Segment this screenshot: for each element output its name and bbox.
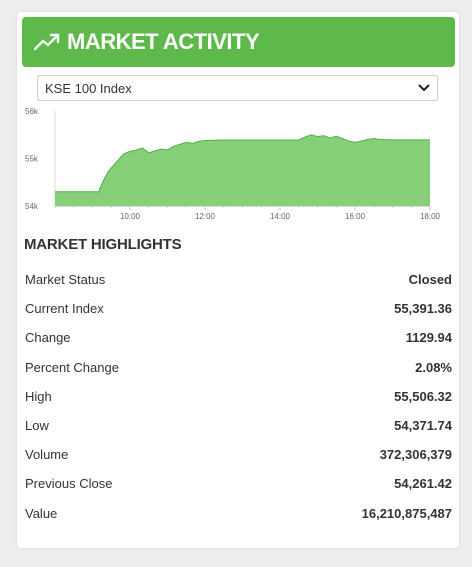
y-tick-label: 55k (25, 155, 39, 164)
y-tick-label: 56k (25, 107, 39, 116)
highlight-label: Percent Change (25, 359, 119, 375)
highlight-value: 55,391.36 (394, 301, 452, 317)
highlight-label: Previous Close (25, 476, 113, 492)
highlight-row: Value 16,210,875,487 (25, 499, 452, 528)
trending-up-icon (33, 33, 60, 51)
x-tick-label: 14:00 (270, 212, 291, 221)
highlight-value: 16,210,875,487 (361, 505, 452, 521)
index-area-chart: 56k 55k 54k 10:00 12:00 14:00 16:00 18:00 (25, 107, 441, 221)
highlights-title: MARKET HIGHLIGHTS (24, 236, 182, 253)
highlight-row: Volume 372,306,379 (25, 440, 452, 469)
highlight-value: 54,261.42 (394, 476, 452, 492)
highlight-value: 55,506.32 (394, 388, 452, 404)
index-select-value: KSE 100 Index (45, 80, 132, 96)
highlight-row: Percent Change 2.08% (25, 353, 452, 382)
highlight-label: Volume (25, 447, 69, 463)
highlight-label: High (25, 388, 52, 404)
highlight-label: Current Index (25, 301, 104, 317)
x-tick-label: 10:00 (120, 212, 141, 221)
market-activity-card: MARKET ACTIVITY KSE 100 Index 56k 55k 54k 1… (17, 12, 459, 548)
highlight-label: Change (25, 330, 71, 346)
highlight-row: Market Status Closed (25, 265, 452, 294)
highlight-label: Value (25, 505, 58, 521)
highlight-value: Closed (408, 272, 452, 288)
highlight-label: Low (25, 418, 49, 434)
highlight-label: Market Status (25, 272, 106, 288)
chevron-down-icon (418, 84, 430, 91)
highlight-row: Current Index 55,391.36 (25, 294, 452, 323)
highlight-value: 1129.94 (405, 330, 452, 346)
highlight-row: Low 54,371.74 (25, 411, 452, 440)
x-tick-label: 16:00 (345, 212, 366, 221)
x-tick-label: 18:00 (420, 212, 441, 221)
highlight-row: Previous Close 54,261.42 (25, 469, 452, 498)
highlight-row: Change 1129.94 (25, 323, 452, 352)
highlights-table: Market Status Closed Current Index 55,391.3… (25, 265, 452, 528)
index-area (55, 134, 430, 206)
card-title: MARKET ACTIVITY (67, 29, 260, 54)
highlight-value: 372,306,379 (379, 447, 452, 463)
card-header: MARKET ACTIVITY (22, 17, 455, 67)
y-tick-label: 54k (25, 202, 39, 211)
highlight-value: 2.08% (415, 359, 452, 375)
highlight-value: 54,371.74 (394, 418, 452, 434)
index-select[interactable]: KSE 100 Index (37, 75, 438, 101)
highlight-row: High 55,506.32 (25, 382, 452, 411)
x-tick-label: 12:00 (195, 212, 216, 221)
index-line (55, 134, 430, 193)
